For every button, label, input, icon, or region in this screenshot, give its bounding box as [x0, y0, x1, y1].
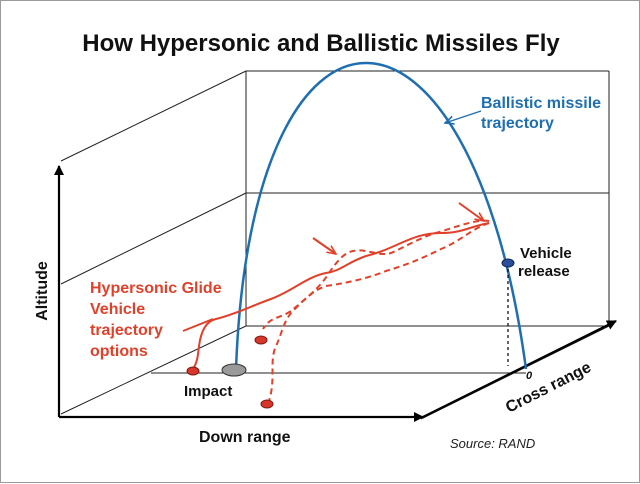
hgv-label-line4: options [90, 343, 148, 360]
cross-range-axis-label: Cross range [503, 359, 594, 417]
alt-impact-point-left [186, 366, 200, 376]
box-top-left-diagonal [60, 70, 247, 162]
hgv-trajectory-dashed-upper [262, 219, 490, 330]
vehicle-release-label-line1: Vehicle [520, 245, 572, 262]
perspective-box [60, 70, 610, 420]
vehicle-release-label-line2: release [518, 263, 570, 280]
altitude-axis-label: Altitude [34, 261, 51, 321]
axes [54, 165, 617, 422]
cross-range-axis [422, 320, 617, 418]
impact-marker [221, 363, 247, 377]
hypersonic-trajectories [182, 202, 490, 402]
markers [186, 258, 515, 409]
impact-label: Impact [184, 383, 232, 400]
hgv-arrow-middle [312, 237, 336, 254]
box-floor-left-edge [60, 325, 247, 415]
hgv-label-line2: Vehicle [90, 301, 145, 318]
ballistic-trajectory-curve [234, 62, 528, 370]
page-title: How Hypersonic and Ballistic Missiles Fl… [82, 30, 560, 57]
ballistic-label-leader [445, 110, 482, 123]
vehicle-release-marker [501, 258, 515, 268]
alt-impact-point-low [260, 399, 274, 409]
cross-range-zero-label: 0 [526, 370, 533, 382]
box-mid-left-diagonal [60, 192, 247, 285]
hgv-arrow-top [458, 202, 484, 221]
hgv-trajectory-dashed-lower [268, 222, 490, 402]
hgv-label-line1: Hypersonic Glide [90, 280, 222, 297]
alt-impact-point-mid [254, 335, 268, 345]
source-credit: Source: RAND [450, 436, 535, 451]
ballistic-label-line1: Ballistic missile [481, 95, 601, 112]
ballistic-label-line2: trajectory [481, 115, 554, 132]
hgv-trajectory-solid [192, 222, 490, 370]
down-range-axis-label: Down range [199, 429, 291, 446]
hgv-label-leader [182, 318, 214, 332]
hgv-label-line3: trajectory [90, 322, 163, 339]
